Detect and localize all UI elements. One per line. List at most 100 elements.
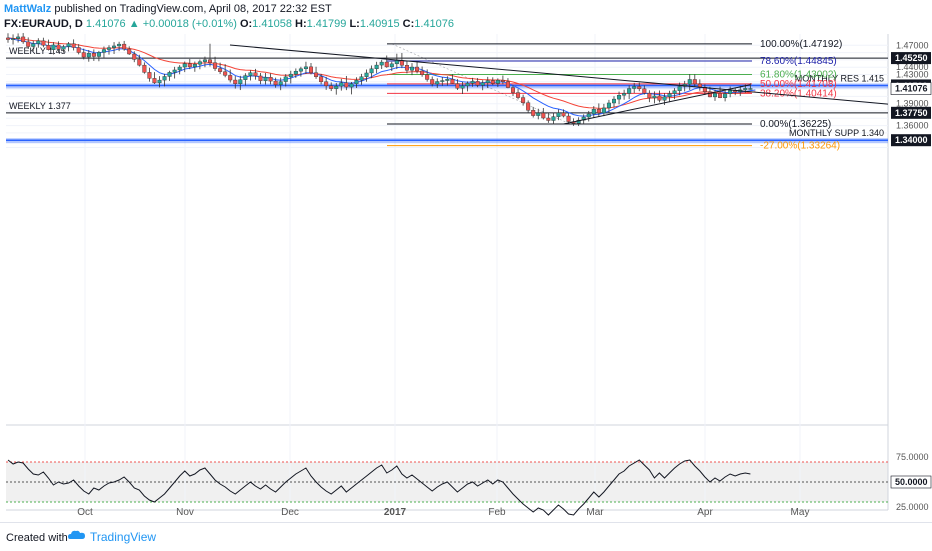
low-label: L: xyxy=(349,18,360,30)
time-tick-label: May xyxy=(791,507,810,518)
candle-body xyxy=(303,66,308,70)
publish-line: MattWalz published on TradingView.com, A… xyxy=(4,3,332,15)
level-label: WEEKLY 1.377 xyxy=(9,101,71,111)
candle-body xyxy=(460,85,465,89)
candle-body xyxy=(349,83,354,88)
candle xyxy=(258,72,263,85)
fibonacci-retracement[interactable]: 100.00%(1.47192) 78.60%(1.44845) 61.80%(1.… xyxy=(387,39,842,152)
rsi-tick-label: 50.0000 xyxy=(895,477,928,487)
candle xyxy=(243,73,248,86)
tradingview-logo[interactable]: TradingView xyxy=(68,529,156,544)
candle xyxy=(612,96,617,108)
candle xyxy=(500,75,505,85)
symbol-label[interactable]: FX:EURAUD, D xyxy=(4,18,83,30)
candle-body xyxy=(556,112,561,117)
candle-body xyxy=(96,52,101,57)
candle xyxy=(303,61,308,74)
candle-body xyxy=(526,102,531,111)
candle-body xyxy=(91,52,96,57)
candle xyxy=(36,38,41,48)
moving-averages xyxy=(7,37,756,117)
candle-body xyxy=(21,36,26,43)
candle-body xyxy=(263,77,268,81)
candle xyxy=(480,80,485,91)
candle-body xyxy=(606,102,611,109)
candle xyxy=(56,41,61,53)
candle-body xyxy=(76,47,81,53)
candle xyxy=(86,49,91,62)
candle xyxy=(202,56,207,68)
candle xyxy=(177,65,182,75)
trendline-descending xyxy=(229,44,889,105)
candle xyxy=(511,85,516,96)
candle-body xyxy=(61,46,66,50)
candle-body xyxy=(485,80,490,83)
candle xyxy=(657,90,662,103)
candle xyxy=(11,34,16,45)
candle-body xyxy=(218,68,223,72)
price-tick-label: 1.47000 xyxy=(896,40,929,50)
candle-body xyxy=(66,43,71,47)
candle-body xyxy=(490,80,495,84)
candle-body xyxy=(309,66,314,73)
candle-body xyxy=(445,79,450,81)
candle-body xyxy=(238,79,243,84)
candle-body xyxy=(637,86,642,90)
candle-body xyxy=(329,85,334,89)
candle-body xyxy=(667,93,672,97)
candle-body xyxy=(692,79,697,85)
candle-body xyxy=(273,80,278,85)
candle-body xyxy=(591,109,596,115)
candle xyxy=(389,61,394,72)
trendlines[interactable] xyxy=(229,44,889,125)
time-tick-label: Oct xyxy=(77,507,93,518)
candle xyxy=(485,76,490,89)
candle xyxy=(450,74,455,84)
rsi-line xyxy=(7,459,751,516)
time-tick-label: Nov xyxy=(176,507,194,518)
candle xyxy=(147,67,152,82)
candle-body xyxy=(106,47,111,50)
time-tick-label: Dec xyxy=(281,507,299,518)
candle-body xyxy=(511,87,516,93)
candle xyxy=(339,78,344,91)
price-tick-label: 1.36000 xyxy=(896,121,929,131)
candle-body xyxy=(470,81,475,84)
candle xyxy=(76,44,81,55)
fib-level-label: 61.80%(1.43002) xyxy=(760,69,837,80)
candle-body xyxy=(677,86,682,91)
fib-level-label: 100.00%(1.47192) xyxy=(760,39,842,50)
candle xyxy=(404,60,409,74)
candle xyxy=(531,106,536,118)
candle-body xyxy=(112,45,117,48)
price-tag-label: 1.37750 xyxy=(895,108,928,118)
candle-body xyxy=(202,59,207,62)
candle-body xyxy=(632,86,637,89)
price-tag-label: 1.45250 xyxy=(895,53,928,63)
candle xyxy=(536,108,541,120)
created-with-label: Created with xyxy=(6,532,68,544)
candle-body xyxy=(404,65,409,71)
candle xyxy=(369,65,374,79)
candle xyxy=(152,72,157,84)
candle xyxy=(268,73,273,85)
candle-body xyxy=(475,81,480,86)
candle xyxy=(223,64,228,78)
candle-body xyxy=(344,82,349,88)
candle-body xyxy=(162,76,167,81)
candle xyxy=(521,94,526,106)
candle xyxy=(586,110,591,122)
close-label: C: xyxy=(402,18,415,30)
grid xyxy=(6,34,889,511)
author-link[interactable]: MattWalz xyxy=(4,3,52,15)
candle-body xyxy=(399,60,404,66)
candle xyxy=(546,113,551,123)
candle-body xyxy=(384,61,389,68)
candle xyxy=(96,50,101,62)
axes: Oct Nov Dec 2017 Feb Mar Apr May1.470001.440001… xyxy=(77,40,932,518)
candle xyxy=(384,55,389,68)
candle xyxy=(425,69,430,82)
candle xyxy=(591,106,596,118)
